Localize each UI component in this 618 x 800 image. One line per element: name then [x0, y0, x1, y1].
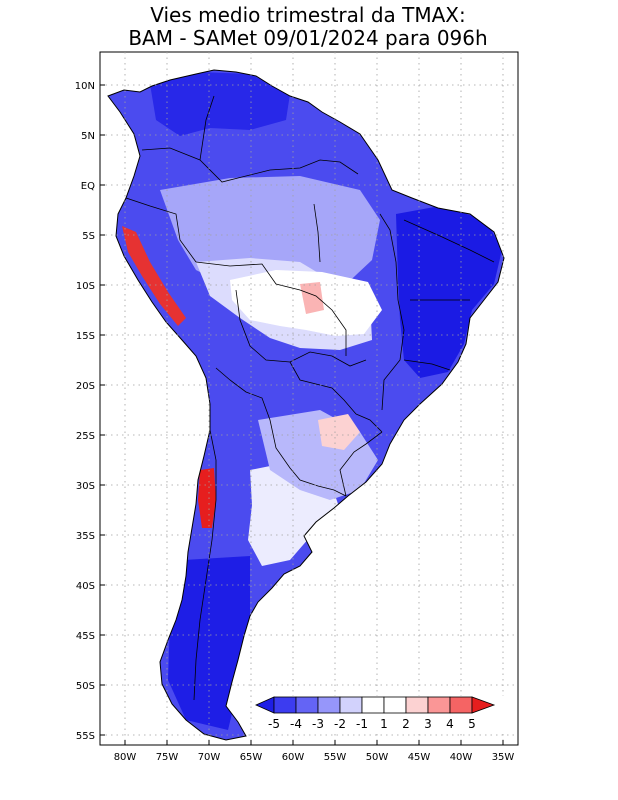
lon-label-75w: 75W — [156, 752, 179, 763]
lat-label-45s: 45S — [76, 631, 95, 642]
lat-label-55s: 55S — [76, 731, 95, 742]
colorbar-box-7 — [406, 697, 428, 713]
colorbar-label-neg5: -5 — [268, 717, 280, 731]
colorbar-label-3: 3 — [424, 717, 432, 731]
colorbar-box-8 — [428, 697, 450, 713]
colorbar-label-5: 5 — [468, 717, 476, 731]
lat-label-eq: EQ — [81, 181, 95, 192]
lon-label-55w: 55W — [324, 752, 347, 763]
colorbar-box-3 — [318, 697, 340, 713]
lat-label-35s: 35S — [76, 531, 95, 542]
lon-label-65w: 65W — [240, 752, 263, 763]
lat-label-10s: 10S — [76, 281, 95, 292]
lat-label-40s: 40S — [76, 581, 95, 592]
map-title-line2: BAM - SAMet 09/01/2024 para 096h — [128, 26, 487, 50]
lat-label-10n: 10N — [75, 81, 95, 92]
colorbar-box-1 — [274, 697, 296, 713]
map-title-line1: Vies medio trimestral da TMAX: — [150, 3, 465, 27]
lon-label-45w: 45W — [408, 752, 431, 763]
colorbar-box-9 — [450, 697, 472, 713]
lon-label-35w: 35W — [492, 752, 515, 763]
lon-label-50w: 50W — [366, 752, 389, 763]
map-figure: Vies medio trimestral da TMAX: BAM - SAM… — [0, 0, 618, 800]
colorbar-label-1: 1 — [380, 717, 388, 731]
colorbar-box-2 — [296, 697, 318, 713]
colorbar-label-neg3: -3 — [312, 717, 324, 731]
colorbar-box-5 — [362, 697, 384, 713]
colorbar-box-4 — [340, 697, 362, 713]
colorbar-label-neg2: -2 — [334, 717, 346, 731]
lat-label-5s: 5S — [82, 231, 95, 242]
lon-label-40w: 40W — [450, 752, 473, 763]
colorbar-label-2: 2 — [402, 717, 410, 731]
lon-label-60w: 60W — [282, 752, 305, 763]
colorbar-label-neg4: -4 — [290, 717, 302, 731]
lon-tick-labels: 80W 75W 70W 65W 60W 55W 50W 45W 40W 35W — [114, 752, 515, 763]
colorbar: -5 -4 -3 -2 -1 1 2 3 4 5 — [252, 696, 512, 734]
lon-label-70w: 70W — [198, 752, 221, 763]
lat-label-50s: 50S — [76, 681, 95, 692]
lon-label-80w: 80W — [114, 752, 137, 763]
lat-label-25s: 25S — [76, 431, 95, 442]
lat-label-15s: 15S — [76, 331, 95, 342]
colorbar-label-4: 4 — [446, 717, 454, 731]
lat-label-20s: 20S — [76, 381, 95, 392]
lat-label-5n: 5N — [81, 131, 95, 142]
lat-label-30s: 30S — [76, 481, 95, 492]
lat-tick-labels: 10N 5N EQ 5S 10S 15S 20S 25S 30S 35S 40S… — [75, 81, 95, 742]
colorbar-label-neg1: -1 — [356, 717, 368, 731]
colorbar-box-6 — [384, 697, 406, 713]
